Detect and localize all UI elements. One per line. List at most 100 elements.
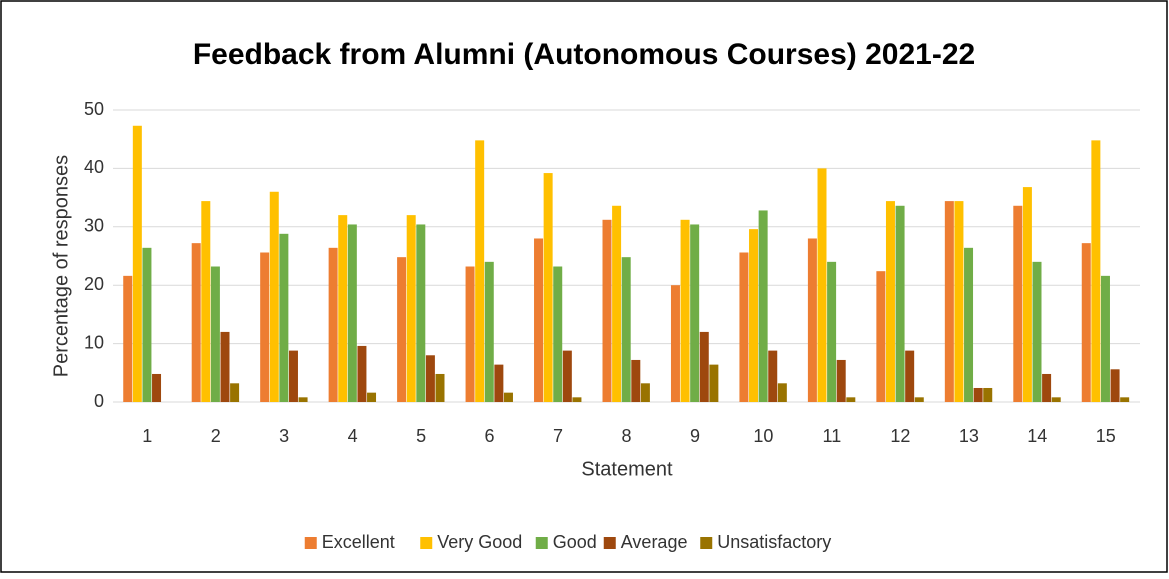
- bar: [298, 397, 308, 402]
- bar: [338, 215, 348, 402]
- bar: [973, 387, 983, 402]
- x-tick-label: 2: [211, 426, 221, 446]
- bar: [201, 201, 211, 402]
- bar: [602, 219, 612, 402]
- legend-label: Average: [621, 532, 688, 552]
- bar: [288, 350, 298, 402]
- x-tick-label: 8: [621, 426, 631, 446]
- bar: [494, 364, 504, 402]
- x-tick-label: 11: [823, 426, 842, 446]
- bar: [425, 355, 435, 402]
- legend-label: Good: [553, 532, 597, 552]
- bar: [836, 359, 846, 402]
- bar: [132, 125, 142, 402]
- legend-swatch: [603, 537, 616, 549]
- legend-label: Very Good: [437, 532, 522, 552]
- bar: [817, 168, 827, 402]
- x-tick-label: 15: [1096, 426, 1116, 446]
- x-tick-label: 5: [416, 426, 426, 446]
- bar: [1110, 369, 1120, 402]
- bar: [572, 397, 582, 402]
- x-tick-label: 1: [142, 426, 152, 446]
- bar: [885, 201, 895, 402]
- x-tick-label: 3: [279, 426, 289, 446]
- x-tick-label: 4: [348, 426, 358, 446]
- x-tick-label: 6: [485, 426, 495, 446]
- bar: [553, 266, 563, 402]
- bar: [777, 383, 787, 402]
- bar: [954, 201, 964, 402]
- legend-swatch: [420, 537, 433, 549]
- bar: [543, 173, 553, 402]
- bar: [220, 331, 230, 402]
- y-tick-label: 30: [84, 216, 104, 236]
- bar: [876, 271, 886, 402]
- chart-title: Feedback from Alumni (Autonomous Courses…: [193, 38, 975, 71]
- bar: [152, 373, 162, 402]
- x-tick-label: 10: [753, 426, 773, 446]
- bar: [435, 373, 445, 402]
- legend-swatch: [304, 537, 317, 549]
- bar: [406, 215, 416, 402]
- y-tick-label: 50: [84, 99, 104, 119]
- bar: [1042, 373, 1052, 402]
- bar: [768, 350, 778, 402]
- x-tick-label: 13: [959, 426, 979, 446]
- bar: [191, 243, 201, 402]
- bar: [562, 350, 572, 402]
- x-tick-label: 14: [1027, 426, 1047, 446]
- bar: [612, 205, 622, 402]
- bar: [895, 205, 905, 402]
- legend-label: Excellent: [322, 532, 395, 552]
- y-tick-label: 10: [84, 332, 104, 352]
- bar: [807, 238, 817, 402]
- y-tick-label: 20: [84, 274, 104, 294]
- bar: [484, 261, 494, 402]
- bar: [397, 257, 407, 402]
- bar: [680, 219, 690, 402]
- bar: [503, 392, 513, 402]
- bar: [1051, 397, 1061, 402]
- x-tick-label: 9: [690, 426, 700, 446]
- bar: [670, 285, 680, 402]
- bar: [347, 224, 357, 402]
- bar: [328, 247, 338, 402]
- x-axis-label: Statement: [581, 458, 673, 480]
- y-tick-label: 40: [84, 157, 104, 177]
- bar: [230, 383, 240, 402]
- bar: [699, 331, 709, 402]
- bar: [416, 224, 426, 402]
- bar: [739, 252, 749, 402]
- bar: [1022, 187, 1032, 402]
- bar: [709, 364, 719, 402]
- bar: [1081, 243, 1091, 402]
- x-tick-label: 7: [553, 426, 563, 446]
- y-axis-label: Percentage of responses: [50, 155, 72, 377]
- legend-swatch: [535, 537, 548, 549]
- bar: [827, 261, 837, 402]
- bar: [690, 224, 700, 402]
- bar: [1120, 397, 1130, 402]
- legend-label: Unsatisfactory: [717, 532, 831, 552]
- bar: [123, 275, 133, 402]
- bar: [1013, 205, 1023, 402]
- bar: [964, 247, 974, 402]
- bar: [758, 210, 768, 402]
- bar: [269, 191, 279, 402]
- bar: [905, 350, 915, 402]
- bar: [465, 266, 475, 402]
- legend-swatch: [700, 537, 713, 549]
- bar: [944, 201, 954, 402]
- bar: [846, 397, 856, 402]
- bar: [357, 345, 367, 402]
- y-tick-label: 0: [94, 391, 104, 411]
- bar: [1032, 261, 1042, 402]
- bar: [1091, 140, 1101, 403]
- bar: [367, 392, 377, 402]
- bar: [983, 387, 993, 402]
- bar: [631, 359, 641, 402]
- bar: [279, 233, 289, 402]
- bar: [1100, 275, 1110, 402]
